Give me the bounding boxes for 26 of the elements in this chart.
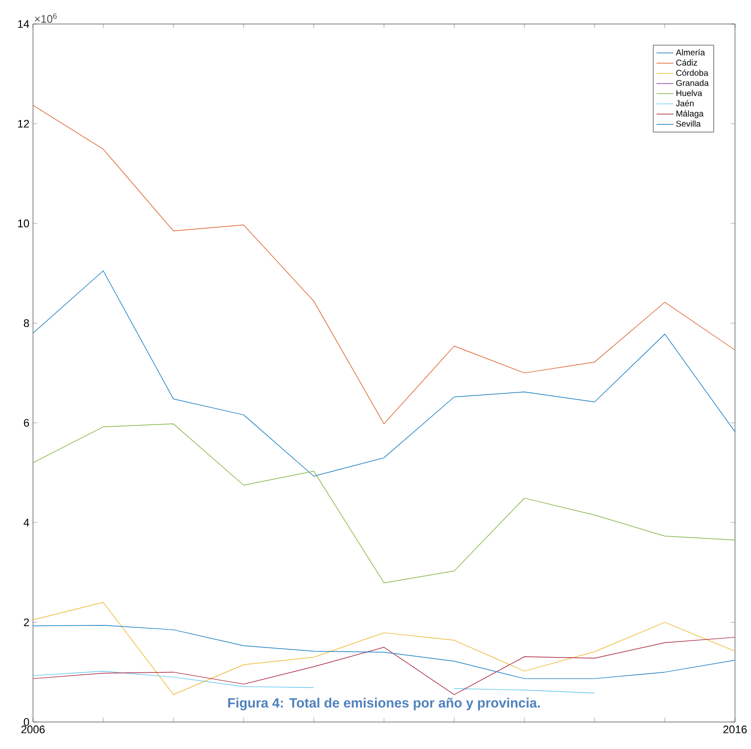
line-series	[33, 424, 736, 584]
y-tick-label: 14	[18, 20, 30, 28]
x-tick-label: 2006	[21, 726, 45, 734]
legend-label: Jaén	[676, 100, 694, 106]
y-tick-label: 8	[24, 319, 29, 328]
x-tick-label: 2016	[723, 726, 747, 734]
legend-label: Sevilla	[676, 120, 701, 127]
legend-label: Málaga	[676, 110, 704, 118]
text: ×10$^{6}$	[34, 13, 57, 23]
y-tick-label: 4	[24, 518, 30, 526]
line-series	[33, 602, 736, 695]
legend-label: Cádiz	[676, 59, 698, 66]
line-series	[33, 636, 736, 695]
legend-label: Huelva	[676, 90, 702, 96]
legend-label: Almería	[676, 49, 705, 56]
line-series	[33, 104, 736, 424]
y-tick-label: 12	[18, 120, 29, 128]
y-tick-label: 6	[24, 418, 29, 427]
legend-label: Córdoba	[676, 70, 708, 76]
y-tick-label: 10	[18, 220, 30, 228]
y-tick-label: 2	[24, 618, 29, 626]
annotation: Figura 4: Total de emisiones por año y provincia.	[228, 698, 540, 710]
line-series	[33, 270, 736, 476]
line-series	[33, 624, 736, 679]
legend-label: Granada	[676, 80, 709, 86]
y-tick-label: 0	[24, 718, 30, 726]
